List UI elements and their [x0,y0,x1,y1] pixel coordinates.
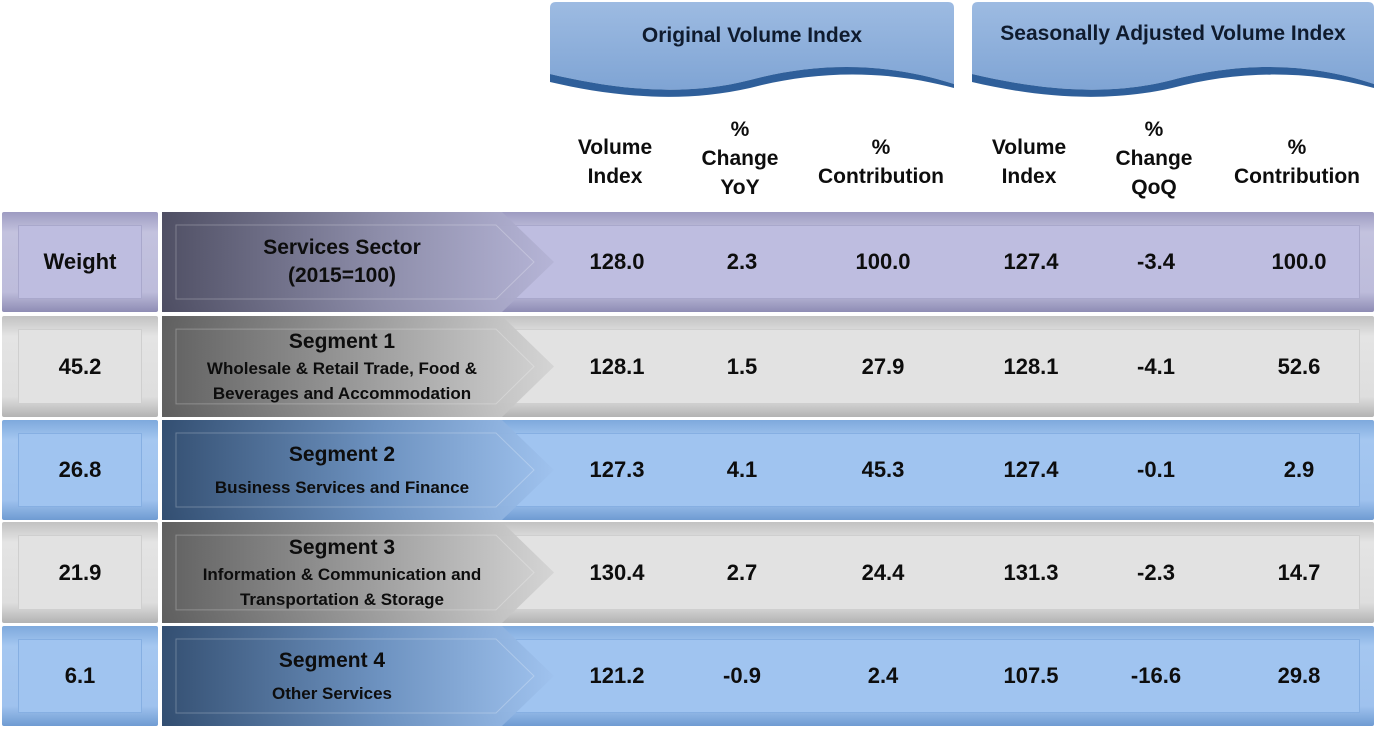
cell-contribution-seasonal: 100.0 [1271,249,1327,274]
cell-volume-index-seasonal: 131.3 [1003,559,1059,585]
cell-volume-index-seasonal: 107.5 [1003,663,1059,688]
cell-contribution-seasonal: 29.8 [1277,663,1321,688]
table-row-segment-1: 45.2 Segment 1 Wholesale & Retail Trade,… [2,316,1374,417]
column-header-contribution-seasonal: % Contribution [1234,136,1360,188]
row-label: Segment 2 Business Services and Finance [174,420,510,520]
row-label: Segment 3 Information & Communication an… [174,522,510,623]
row-title: Segment 3 [288,535,396,559]
weight-cell: 21.9 [2,522,158,623]
column-header-contribution-original: % Contribution [818,136,944,188]
cell-volume-index-original: 127.3 [589,457,645,482]
row-label: Segment 4 Other Services [162,626,502,726]
row-label: Segment 1 Wholesale & Retail Trade, Food… [174,316,510,417]
table-row-segment-2: 26.8 Segment 2 Business Services and Fin… [2,420,1374,520]
cell-change-yoy: 4.1 [726,457,758,482]
seasonally-adjusted-title: Seasonally Adjusted Volume Index [1000,22,1346,45]
cell-change-qoq: -3.4 [1137,249,1175,274]
cell-change-yoy: 1.5 [726,353,758,379]
cell-contribution-seasonal: 14.7 [1277,559,1321,585]
row-subtitle: Other Services [271,683,392,703]
cell-change-yoy: 2.3 [726,249,758,274]
row-subtitle: Information & Communication and Transpor… [202,564,482,609]
cell-volume-index-original: 121.2 [589,663,645,688]
weight-value: 26.8 [18,433,142,507]
row-subtitle: Business Services and Finance [214,477,470,497]
cell-contribution-original: 24.4 [861,559,905,585]
cell-change-qoq: -0.1 [1137,457,1175,482]
column-header-change-yoy: % Change YoY [701,117,779,199]
cell-volume-index-seasonal: 128.1 [1003,353,1059,379]
column-header-volume-index-seasonal: Volume Index [991,136,1067,188]
original-volume-index-banner: Original Volume Index [550,2,954,98]
weight-cell: 6.1 [2,626,158,726]
cell-volume-index-seasonal: 127.4 [1003,249,1059,274]
seasonally-adjusted-banner: Seasonally Adjusted Volume Index [972,2,1374,98]
row-title: Segment 1 [288,329,396,353]
row-subtitle: (2015=100) [287,264,396,287]
cell-volume-index-original: 130.4 [589,559,645,585]
row-title: Segment 4 [278,648,386,672]
cell-contribution-original: 2.4 [867,663,899,688]
column-header-change-qoq: % Change QoQ [1115,117,1193,199]
row-title: Services Sector [263,236,421,259]
row-arrow-shape [162,212,554,312]
table-row-segment-4: 6.1 Segment 4 Other Services 121.2 -0.9 … [2,626,1374,726]
weight-value: 45.2 [18,329,142,404]
cell-volume-index-original: 128.0 [589,249,645,274]
cell-contribution-seasonal: 2.9 [1283,457,1315,482]
row-title: Segment 2 [288,442,396,466]
cell-contribution-original: 27.9 [861,353,905,379]
original-volume-index-title: Original Volume Index [641,24,863,47]
row-subtitle: Wholesale & Retail Trade, Food & Beverag… [206,358,478,403]
cell-change-qoq: -4.1 [1137,353,1175,379]
weight-cell: 26.8 [2,420,158,520]
row-arrow-shape [162,316,554,417]
weight-value: 6.1 [18,639,142,713]
weight-value: 21.9 [18,535,142,610]
cell-contribution-original: 45.3 [861,457,905,482]
cell-change-yoy: 2.7 [726,559,758,585]
cell-volume-index-seasonal: 127.4 [1003,457,1059,482]
table-row-services-sector: Weight Services Sector (2015=100) 128.0 … [2,212,1374,312]
cell-contribution-original: 100.0 [855,249,911,274]
row-arrow-shape [162,626,554,726]
cell-change-yoy: -0.9 [723,663,761,688]
cell-change-qoq: -2.3 [1137,559,1175,585]
cell-volume-index-original: 128.1 [589,353,645,379]
row-arrow-shape [162,420,554,520]
row-arrow-shape [162,522,554,623]
row-label: Services Sector (2015=100) [174,212,510,312]
table-row-segment-3: 21.9 Segment 3 Information & Communicati… [2,522,1374,623]
cell-contribution-seasonal: 52.6 [1277,353,1321,379]
weight-cell: 45.2 [2,316,158,417]
cell-change-qoq: -16.6 [1130,663,1182,688]
column-header-volume-index-original: Volume Index [577,136,653,188]
weight-value: Weight [18,225,142,299]
weight-cell: Weight [2,212,158,312]
